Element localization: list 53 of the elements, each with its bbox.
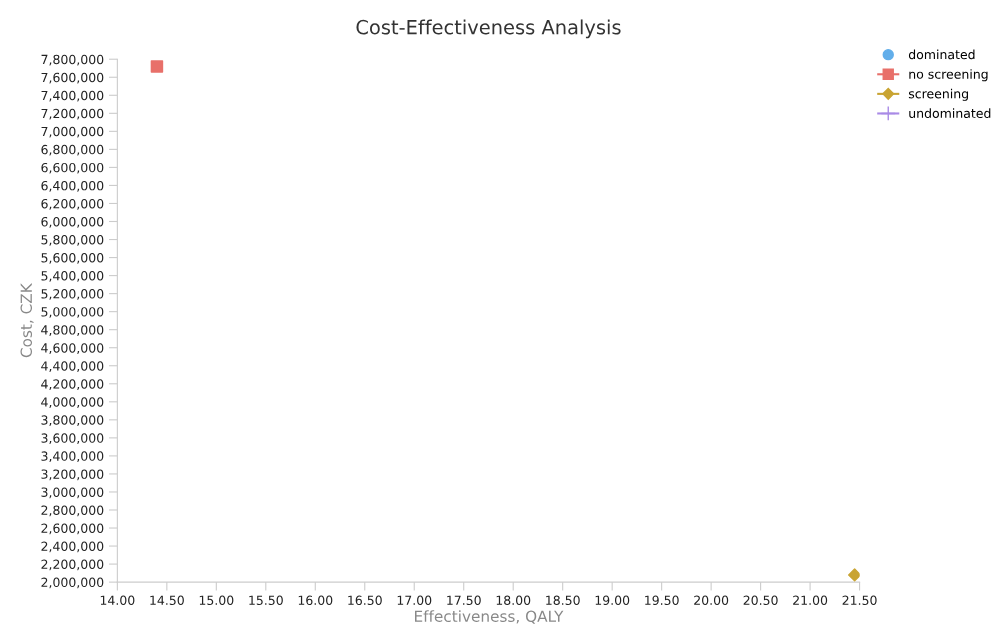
x-tick-label: 19.50 (645, 595, 679, 605)
y-tick-label: 5,200,000 (41, 289, 104, 300)
x-tick-label: 16.50 (348, 595, 382, 605)
y-tick-label: 2,000,000 (41, 577, 104, 589)
y-tick-label: 3,200,000 (41, 469, 104, 481)
chart-title: Cost-Effectiveness Analysis (356, 19, 621, 39)
x-tick-label: 14.00 (100, 595, 135, 605)
y-tick-label: 5,800,000 (41, 235, 104, 246)
x-tick-label: 15.00 (199, 595, 234, 605)
x-tick-label: 21.50 (842, 595, 877, 605)
y-tick-label: 4,200,000 (41, 379, 104, 390)
y-tick-label: 3,600,000 (41, 433, 104, 445)
legend-label: screening (908, 88, 968, 101)
legend-label: no screening (909, 69, 988, 82)
x-tick-label: 18.00 (496, 595, 531, 605)
y-tick-label: 5,000,000 (41, 307, 104, 318)
y-tick-label: 5,600,000 (41, 253, 104, 264)
x-tick-label: 14.50 (150, 595, 184, 605)
y-tick-label: 4,600,000 (41, 343, 104, 354)
legend-label: undominated (909, 108, 991, 119)
y-tick-label: 7,000,000 (41, 126, 104, 138)
legend-label: dominated (908, 49, 975, 60)
x-tick-label: 19.00 (595, 595, 630, 605)
y-tick-label: 4,800,000 (41, 325, 104, 336)
y-tick-label: 3,800,000 (41, 415, 104, 427)
y-tick-label: 2,400,000 (41, 541, 104, 553)
x-tick-label: 18.50 (546, 595, 580, 605)
x-tick-label: 20.00 (694, 595, 729, 605)
y-tick-label: 6,200,000 (41, 198, 104, 210)
x-axis-title: Effectiveness, QALY (415, 610, 564, 624)
y-tick-label: 5,400,000 (41, 271, 104, 282)
x-tick-label: 21.00 (793, 595, 828, 605)
x-tick-label: 15.50 (249, 595, 283, 605)
y-axis-title: Cost, CZK (20, 282, 34, 358)
x-tick-label: 20.50 (743, 595, 778, 605)
y-tick-label: 3,400,000 (41, 451, 104, 463)
y-tick-label: 7,600,000 (41, 72, 104, 84)
x-tick-label: 17.00 (397, 595, 432, 605)
y-tick-label: 6,000,000 (41, 216, 104, 228)
y-tick-label: 6,400,000 (41, 180, 104, 192)
y-tick-label: 4,000,000 (41, 397, 104, 409)
y-tick-label: 7,800,000 (41, 54, 104, 66)
y-tick-label: 2,200,000 (41, 559, 104, 571)
y-tick-label: 3,000,000 (41, 487, 104, 499)
x-tick-label: 16.00 (298, 595, 333, 605)
y-tick-label: 2,600,000 (41, 523, 104, 535)
y-tick-label: 6,800,000 (41, 144, 104, 156)
y-tick-label: 4,400,000 (41, 361, 104, 372)
x-tick-label: 17.50 (447, 595, 481, 605)
y-tick-label: 6,600,000 (41, 162, 104, 174)
y-tick-label: 2,800,000 (41, 505, 104, 517)
y-tick-label: 7,400,000 (41, 90, 104, 102)
y-tick-label: 7,200,000 (41, 108, 104, 120)
